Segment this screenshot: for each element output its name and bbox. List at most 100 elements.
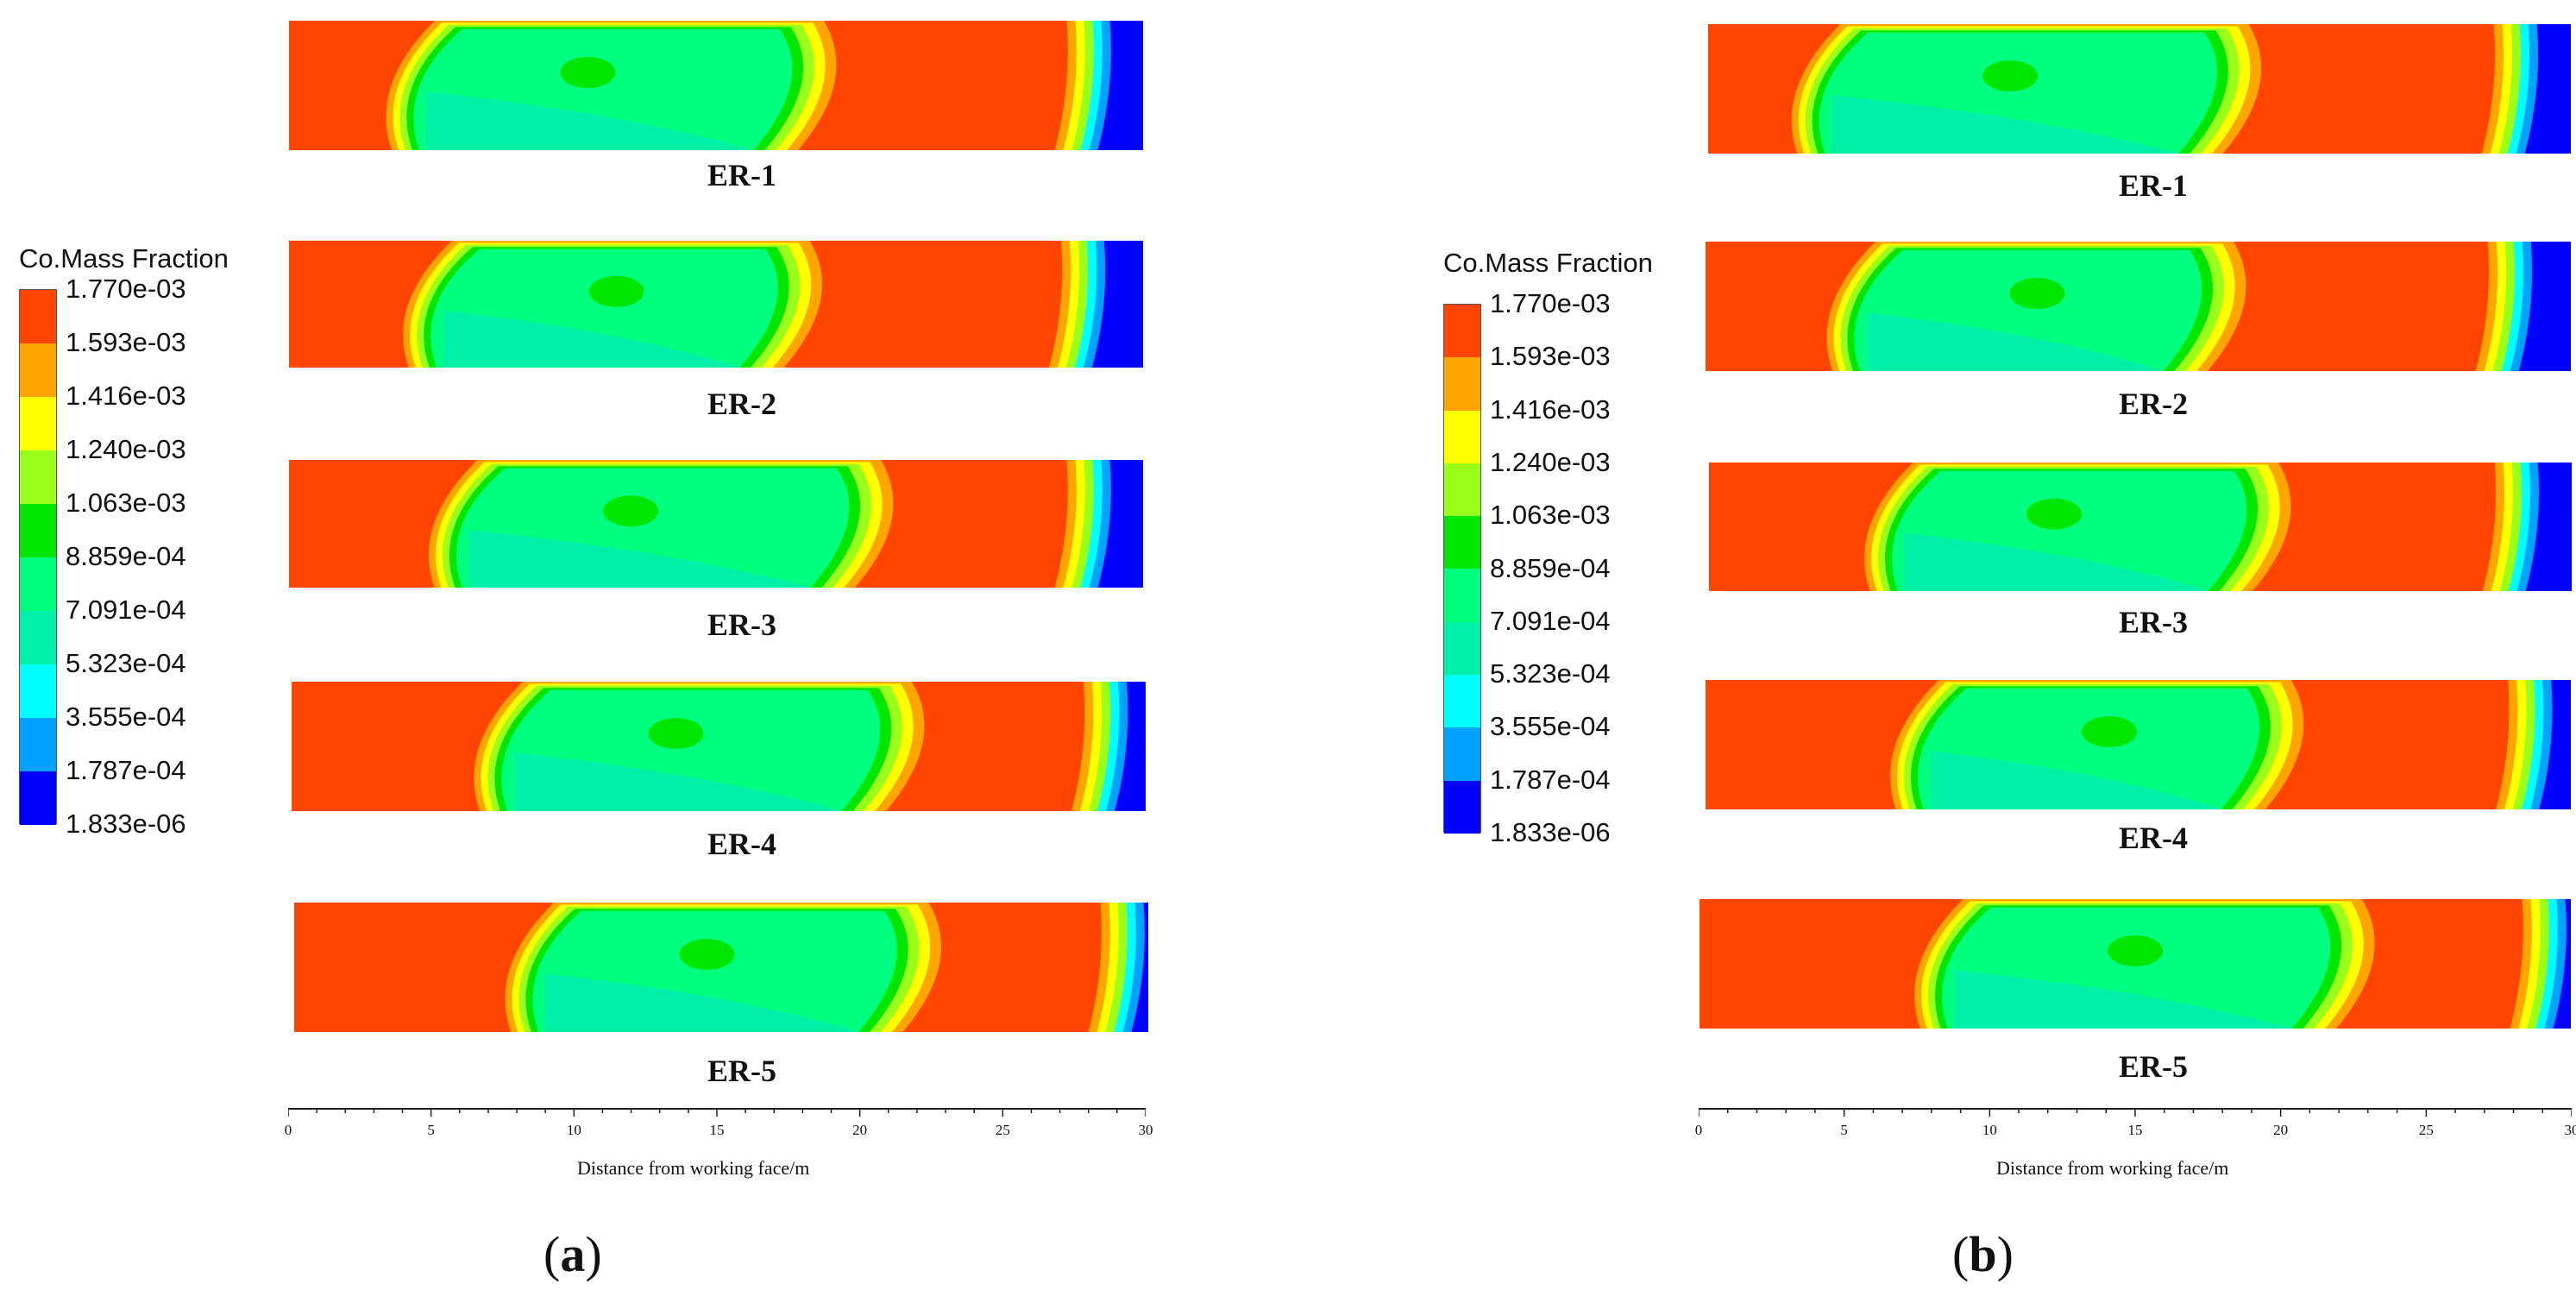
legend-swatch [1444,357,1480,411]
outlet-band [1091,241,1143,368]
legend-label: 1.416e-03 [66,381,186,411]
lower-cloud-region [1904,532,2209,591]
contour-plot-5 [294,903,1148,1032]
axis-tick-label: 5 [1840,1122,1848,1138]
legend-label: 1.416e-03 [1490,393,1611,425]
axis-tick-label: 0 [1694,1122,1703,1138]
cloud-core [2009,278,2065,309]
contour-plot-label: ER-5 [2119,1049,2188,1084]
outlet-band [2524,24,2571,154]
axis-tick-label: 30 [2564,1122,2576,1138]
legend-label: 1.593e-03 [1490,341,1611,372]
cloud-core [2082,716,2138,747]
legend-label: 3.555e-04 [1490,711,1611,742]
lower-cloud-region [514,752,843,811]
contour-plot-label: ER-4 [707,827,776,861]
legend-label: 8.859e-04 [1490,552,1611,583]
contour-plot-label: ER-1 [2119,168,2188,203]
legend-color-bar [19,289,57,825]
axis-tick-label: 10 [566,1122,581,1138]
caption-open-paren: ( [543,1226,561,1282]
legend-swatch [1444,516,1480,570]
contour-plot-2 [289,241,1143,368]
legend-swatch [20,397,56,450]
legend-label: 1.770e-03 [1490,288,1611,318]
contour-plot-1 [289,21,1143,151]
contour-plot-label: ER-2 [707,387,776,421]
axis-line-svg [1699,1108,2572,1117]
panel-caption: (b) [1952,1225,2014,1283]
contour-plot-label: ER-2 [2119,387,2188,421]
panel-b: Co.Mass Fraction 1.770e-03 1.593e-03 1.416… [1288,0,2576,1309]
axis-tick-label: 15 [709,1122,725,1138]
legend-label: 1.240e-03 [66,434,186,464]
legend-swatch [20,718,56,771]
legend-swatch [1444,727,1480,781]
cloud-core [2026,498,2082,530]
contour-svg [289,21,1143,151]
cloud-core [1982,60,2038,91]
caption-letter: a [560,1226,586,1282]
contour-plot-4 [1706,680,2571,809]
panel-a: Co.Mass Fraction 1.770e-03 1.593e-03 1.416… [19,21,1153,1283]
legend-label: 5.323e-04 [1490,658,1611,689]
contour-plot-label: ER-5 [707,1054,776,1088]
legend-label: 1.063e-03 [1490,500,1611,531]
legend-label: 1.833e-06 [1490,817,1611,847]
lower-cloud-region [1930,751,2222,809]
contour-plot-3 [1709,463,2572,591]
caption-close-paren: ) [585,1226,602,1282]
distance-axis: 0 5 10 15 20 25 30 Distance from working face/… [1695,1104,2576,1199]
panel-caption: (a) [543,1225,602,1283]
cloud-core [679,939,735,970]
legend-swatch [20,290,56,343]
contour-svg [1706,242,2571,371]
contour-plot-label: ER-4 [2119,821,2188,855]
legend-swatch [20,504,56,557]
legend-swatch [20,664,56,718]
contour-plot-label: ER-1 [707,158,776,192]
legend-title: Co.Mass Fraction [1443,248,1653,278]
legend-swatch [1444,305,1480,358]
legend-label: 7.091e-04 [66,595,186,625]
outlet-band [1097,21,1143,150]
cloud-core [648,718,704,749]
axis-tick-label: 15 [2127,1122,2143,1138]
legend-swatch [20,611,56,664]
legend-swatch [1444,463,1480,517]
outlet-band [2518,242,2571,371]
outlet-band [1097,460,1143,588]
axis-tick-label: 0 [284,1122,292,1138]
legend-label: 1.787e-04 [66,755,186,785]
legend-swatch [1444,410,1480,463]
contour-svg [294,903,1148,1032]
axis-tick-label: 20 [2273,1122,2289,1138]
legend-label: 1.770e-03 [66,274,186,304]
axis-title: Distance from working face/m [577,1157,810,1179]
outlet-band [2525,463,2572,591]
outlet-band [1131,903,1148,1032]
contour-plot-label: ER-3 [707,607,776,642]
lower-cloud-region [468,530,812,588]
legend-label: 1.063e-03 [66,488,186,518]
legend-label: 3.555e-04 [66,702,186,732]
axis-tick-label: 20 [852,1122,868,1138]
lower-cloud-region [545,973,860,1032]
contour-plot-4 [292,682,1146,811]
lower-cloud-region [443,310,741,368]
legend-swatch [1444,569,1480,622]
legend-title: Co.Mass Fraction [19,243,229,274]
contour-svg [289,460,1143,588]
axis-tick-label: 25 [2418,1122,2434,1138]
contour-plot-2 [1706,242,2571,371]
cloud-core [603,495,658,527]
legend-swatch [20,343,56,397]
axis-tick-label: 25 [995,1122,1010,1138]
legend-swatch [20,771,56,825]
axis-tick-label: 30 [1138,1122,1153,1138]
legend-label: 1.593e-03 [66,327,186,357]
legend-label: 7.091e-04 [1490,605,1611,636]
contour-svg [1700,899,2571,1029]
legend-label: 8.859e-04 [66,541,186,571]
legend-swatch [1444,621,1480,676]
